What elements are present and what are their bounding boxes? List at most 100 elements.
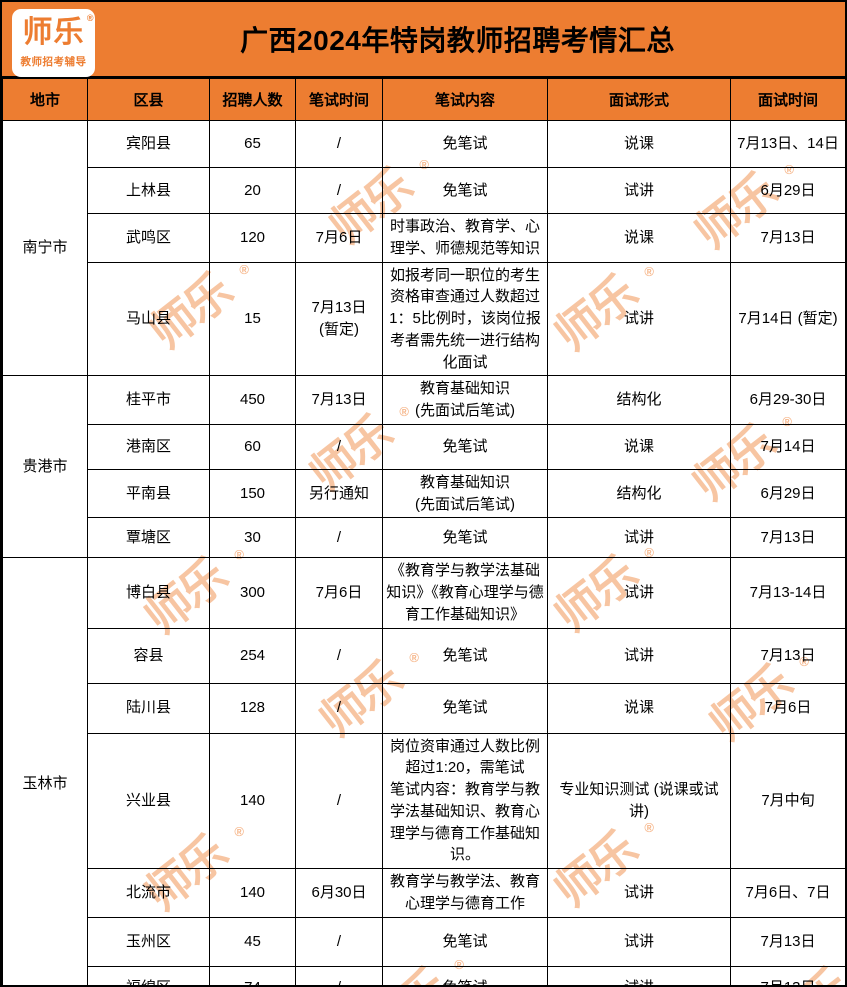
table-row: 玉州区 45 / 免笔试 试讲 7月13日: [3, 916, 845, 967]
summary-table: 地市 区县 招聘人数 笔试时间 笔试内容 面试形式 面试时间 南宁市 宾阳县 6…: [2, 78, 845, 985]
cell-interview-time: 7月14日 (暂定): [730, 261, 845, 377]
cell-written-time: 7月6日: [295, 213, 383, 263]
logo-text: 师乐: [22, 15, 85, 49]
cell-headcount: 450: [209, 375, 296, 425]
cell-written-content: 时事政治、教育学、心理学、师德规范等知识: [382, 213, 548, 263]
cell-headcount: 15: [209, 261, 296, 377]
cell-county: 马山县: [87, 261, 210, 377]
table-row: 兴业县 140 / 岗位资审通过人数比例超过1:20，需笔试 笔试内容：教育学与…: [3, 732, 845, 869]
column-header-written-time: 笔试时间: [295, 78, 383, 121]
cell-city: 贵港市: [2, 375, 88, 559]
cell-written-time: /: [295, 423, 383, 470]
cell-written-time: /: [295, 682, 383, 734]
cell-county: 容县: [87, 627, 210, 684]
brand-logo: 师乐 ®: [22, 13, 94, 49]
cell-county: 平南县: [87, 468, 210, 519]
cell-interview-format: 专业知识测试 (说课或试讲): [547, 732, 731, 869]
cell-written-time: 另行通知: [295, 468, 383, 519]
table-row: 北流市 140 6月30日 教育学与教学法、教育心理学与德育工作 试讲 7月6日…: [3, 868, 845, 918]
cell-interview-time: 6月29-30日: [730, 375, 845, 425]
table-row: 武鸣区 120 7月6日 时事政治、教育学、心理学、师德规范等知识 说课 7月1…: [3, 213, 845, 263]
cell-interview-format: 试讲: [547, 965, 731, 985]
cell-written-time: /: [295, 627, 383, 684]
cell-interview-time: 7月6日: [730, 682, 845, 734]
cell-written-content: 教育学与教学法、教育心理学与德育工作: [382, 868, 548, 918]
column-header-city: 地市: [2, 78, 88, 121]
cell-written-content: 免笔试: [382, 965, 548, 985]
cell-written-time: /: [295, 167, 383, 214]
table-row: 上林县 20 / 免笔试 试讲 6月29日: [3, 167, 845, 214]
cell-written-content: 免笔试: [382, 517, 548, 559]
cell-headcount: 120: [209, 213, 296, 263]
table-row: 玉林市 博白县 300 7月6日 《教育学与教学法基础知识》《教育心理学与德育工…: [2, 557, 845, 985]
cell-county: 福绵区: [87, 965, 210, 985]
cell-interview-time: 7月13日: [730, 627, 845, 684]
cell-county: 博白县: [87, 557, 210, 629]
cell-headcount: 140: [209, 868, 296, 918]
cell-interview-time: 7月6日、7日: [730, 868, 845, 918]
table-row: 港南区 60 / 免笔试 说课 7月14日: [3, 423, 845, 470]
cell-written-content: 教育基础知识 (先面试后笔试): [382, 468, 548, 519]
table-row: 马山县 15 7月13日 (暂定) 如报考同一职位的考生资格审查通过人数超过1：…: [3, 261, 845, 377]
cell-written-content: 《教育学与教学法基础知识》《教育心理学与德育工作基础知识》: [382, 557, 548, 629]
cell-headcount: 300: [209, 557, 296, 629]
table-row: 福绵区 74 / 免笔试 试讲 7月13日: [3, 965, 845, 985]
cell-headcount: 65: [209, 120, 296, 168]
cell-city: 玉林市: [2, 557, 88, 985]
cell-interview-time: 7月13日、14日: [730, 120, 845, 168]
cell-headcount: 60: [209, 423, 296, 470]
cell-written-time: /: [295, 965, 383, 985]
cell-written-time: 7月13日: [295, 375, 383, 425]
table-row: 贵港市 桂平市 450 7月13日 教育基础知识 (先面试后笔试) 结构化 6月…: [2, 375, 845, 559]
registered-mark-icon: ®: [86, 12, 95, 23]
cell-written-content: 免笔试: [382, 423, 548, 470]
cell-interview-time: 7月14日: [730, 423, 845, 470]
cell-headcount: 150: [209, 468, 296, 519]
cell-county: 玉州区: [87, 916, 210, 967]
column-header-interview-format: 面试形式: [547, 78, 731, 121]
cell-interview-format: 试讲: [547, 167, 731, 214]
cell-written-content: 教育基础知识 (先面试后笔试): [382, 375, 548, 425]
cell-headcount: 20: [209, 167, 296, 214]
column-header-written-content: 笔试内容: [382, 78, 548, 121]
table-row: 南宁市 宾阳县 65 / 免笔试 说课 7月13日、14日: [2, 119, 845, 377]
cell-written-content: 免笔试: [382, 682, 548, 734]
cell-county: 陆川县: [87, 682, 210, 734]
cell-county: 兴业县: [87, 732, 210, 869]
cell-interview-format: 说课: [547, 423, 731, 470]
cell-headcount: 128: [209, 682, 296, 734]
table-row: 平南县 150 另行通知 教育基础知识 (先面试后笔试) 结构化 6月29日: [3, 468, 845, 519]
logo-subtitle: 教师招考辅导: [20, 55, 87, 68]
cell-written-time: /: [295, 120, 383, 168]
cell-interview-time: 6月29日: [730, 468, 845, 519]
cell-county: 桂平市: [87, 375, 210, 425]
cell-interview-time: 7月13-14日: [730, 557, 845, 629]
cell-written-time: 7月13日 (暂定): [295, 261, 383, 377]
cell-interview-time: 7月13日: [730, 916, 845, 967]
cell-county: 港南区: [87, 423, 210, 470]
column-header-headcount: 招聘人数: [209, 78, 296, 121]
cell-interview-time: 7月13日: [730, 517, 845, 559]
cell-written-time: /: [295, 732, 383, 869]
cell-headcount: 140: [209, 732, 296, 869]
header-band: 师乐 ® 教师招考辅导 广西2024年特岗教师招聘考情汇总: [2, 2, 845, 78]
cell-county: 北流市: [87, 868, 210, 918]
column-header-interview-time: 面试时间: [730, 78, 845, 121]
cell-written-time: 7月6日: [295, 557, 383, 629]
cell-county: 覃塘区: [87, 517, 210, 559]
cell-interview-format: 说课: [547, 120, 731, 168]
column-header-row: 地市 区县 招聘人数 笔试时间 笔试内容 面试形式 面试时间: [2, 78, 845, 121]
cell-interview-format: 结构化: [547, 468, 731, 519]
logo-card: 师乐 ® 教师招考辅导: [12, 9, 95, 77]
cell-interview-format: 说课: [547, 213, 731, 263]
cell-interview-time: 7月13日: [730, 965, 845, 985]
cell-written-time: 6月30日: [295, 868, 383, 918]
cell-interview-format: 试讲: [547, 261, 731, 377]
table-row: 容县 254 / 免笔试 试讲 7月13日: [3, 627, 845, 684]
cell-written-content: 岗位资审通过人数比例超过1:20，需笔试 笔试内容：教育学与教学法基础知识、教育…: [382, 732, 548, 869]
cell-interview-time: 6月29日: [730, 167, 845, 214]
cell-written-time: /: [295, 916, 383, 967]
cell-written-time: /: [295, 517, 383, 559]
cell-interview-format: 说课: [547, 682, 731, 734]
